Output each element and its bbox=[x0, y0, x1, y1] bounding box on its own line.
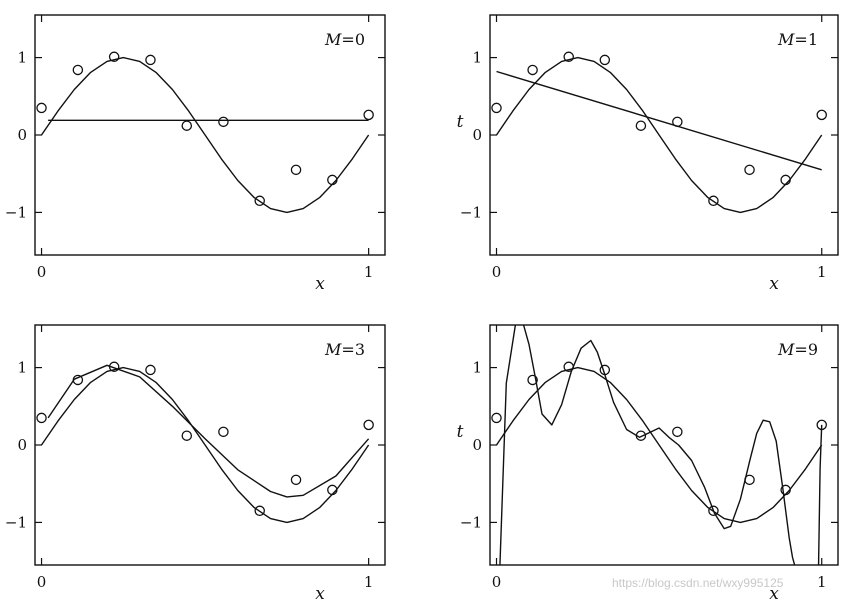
data-point bbox=[72, 64, 84, 76]
y-tick-label: 0 bbox=[17, 126, 27, 144]
x-tick-label: 1 bbox=[364, 573, 374, 591]
polynomial-fit-line bbox=[496, 70, 822, 171]
panel-title: M=0 bbox=[324, 30, 365, 49]
x-axis-label: x bbox=[315, 584, 325, 604]
sine-curve bbox=[495, 366, 823, 524]
y-tick-label: 1 bbox=[17, 49, 27, 67]
data-point bbox=[363, 109, 374, 121]
y-axis-label: t bbox=[457, 422, 464, 442]
sine-curve bbox=[495, 56, 823, 214]
data-point bbox=[744, 164, 755, 176]
data-point bbox=[218, 426, 229, 438]
x-tick-label: 1 bbox=[817, 573, 827, 591]
panel-3: −1 0 1 0 1 x t M=9 bbox=[457, 324, 839, 604]
panel-title: M=3 bbox=[324, 340, 365, 359]
data-point bbox=[491, 412, 502, 424]
plot-frame bbox=[34, 324, 386, 566]
panel-1: −1 0 1 0 1 x t M=1 bbox=[457, 14, 839, 294]
y-tick-label: −1 bbox=[460, 203, 482, 221]
polynomial-fit-line bbox=[47, 364, 370, 498]
y-tick-label: −1 bbox=[460, 513, 482, 531]
y-tick-label: −1 bbox=[5, 203, 27, 221]
panel-title: M=1 bbox=[777, 30, 818, 49]
data-point bbox=[290, 164, 302, 176]
x-axis-label: x bbox=[769, 584, 779, 604]
x-tick-label: 0 bbox=[37, 263, 47, 281]
y-tick-label: 0 bbox=[472, 436, 482, 454]
data-point bbox=[181, 430, 193, 441]
panel-0: −1 0 1 0 1 x M=0 bbox=[5, 14, 386, 294]
data-point bbox=[218, 116, 229, 128]
data-point bbox=[36, 412, 47, 424]
x-tick-label: 0 bbox=[492, 573, 502, 591]
data-point bbox=[36, 102, 47, 114]
x-tick-label: 1 bbox=[364, 263, 374, 281]
y-tick-label: 1 bbox=[472, 49, 482, 67]
plot-frame bbox=[489, 14, 839, 256]
data-point bbox=[672, 426, 683, 438]
data-point bbox=[527, 64, 538, 76]
data-point bbox=[145, 364, 156, 376]
x-tick-label: 1 bbox=[817, 263, 827, 281]
x-axis-label: x bbox=[315, 274, 325, 294]
polynomial-fit-line bbox=[817, 424, 823, 565]
data-point bbox=[491, 102, 502, 114]
sine-curve bbox=[40, 366, 370, 524]
polynomial-fit-line bbox=[499, 325, 796, 565]
data-point bbox=[181, 120, 193, 131]
x-tick-label: 0 bbox=[37, 573, 47, 591]
panel-title: M=9 bbox=[777, 340, 818, 359]
y-tick-label: 1 bbox=[472, 359, 482, 377]
x-tick-label: 0 bbox=[492, 263, 502, 281]
y-tick-label: 0 bbox=[17, 436, 27, 454]
plot-frame bbox=[489, 324, 839, 566]
data-point bbox=[363, 419, 374, 431]
y-tick-label: 1 bbox=[17, 359, 27, 377]
x-axis-label: x bbox=[769, 274, 779, 294]
data-point bbox=[145, 54, 156, 66]
data-point bbox=[635, 120, 647, 131]
y-tick-label: −1 bbox=[5, 513, 27, 531]
y-axis-label: t bbox=[457, 112, 464, 132]
y-tick-label: 0 bbox=[472, 126, 482, 144]
data-point bbox=[816, 109, 827, 121]
panel-2: −1 0 1 0 1 x M=3 bbox=[5, 324, 386, 604]
data-point bbox=[599, 54, 611, 66]
data-point bbox=[290, 474, 302, 486]
watermark-text: https://blog.csdn.net/wxy995125 bbox=[612, 576, 784, 590]
sine-curve bbox=[40, 56, 370, 214]
plot-frame bbox=[34, 14, 386, 256]
